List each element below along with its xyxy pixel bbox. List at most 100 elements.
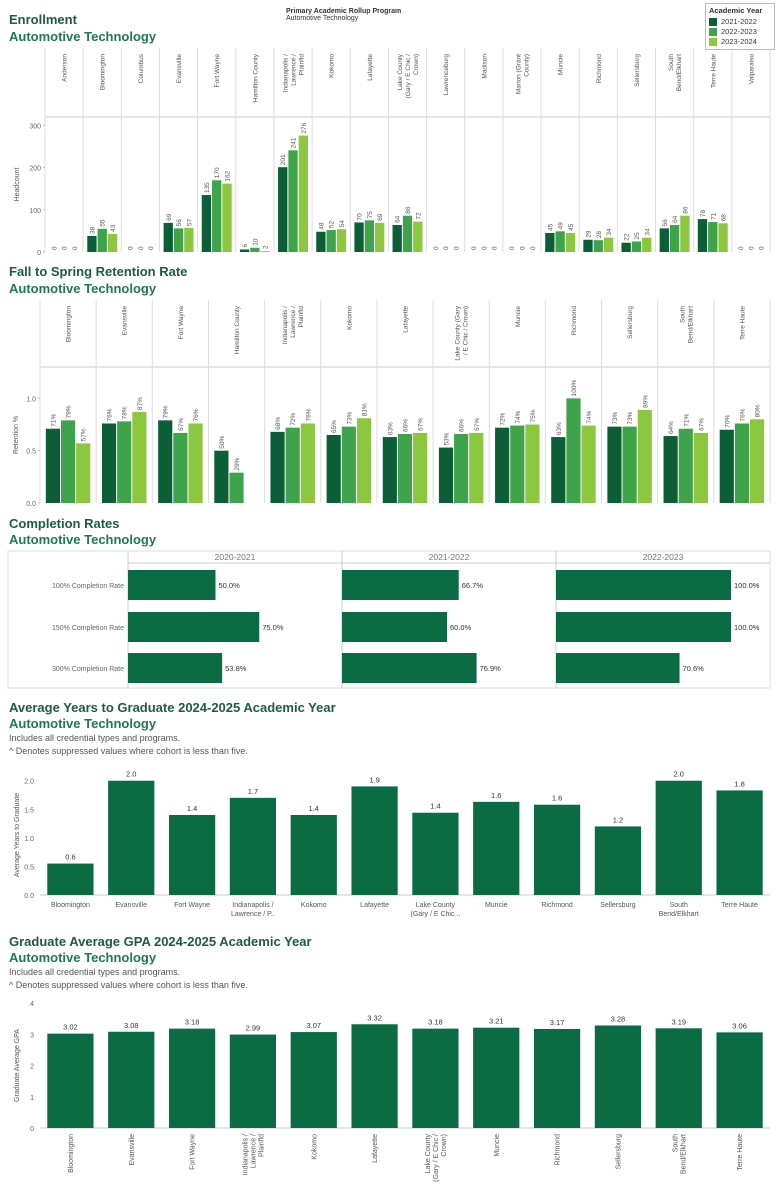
data-label: 3.02 <box>63 1023 78 1032</box>
bar <box>117 421 132 503</box>
category-header: Plainfld <box>298 306 305 328</box>
bar <box>260 251 270 252</box>
data-label: 87% <box>137 397 144 410</box>
bar <box>556 612 731 642</box>
bar <box>659 228 669 252</box>
y-tick-label: 300 <box>29 123 41 130</box>
data-label: 1.6 <box>552 794 562 803</box>
bar <box>229 797 277 895</box>
data-label: 50% <box>219 435 226 448</box>
graduate-gpa-chart: 0 1 2 3 4 Graduate Average GPA 3.02 Bloomington… <box>14 1001 770 1182</box>
bar <box>184 227 194 252</box>
category-label: Kokomo <box>301 902 327 909</box>
legend-item[interactable]: 2022-2023 <box>709 27 771 36</box>
data-label: 100% <box>571 380 578 397</box>
data-label: 86 <box>405 206 412 214</box>
bar <box>326 435 341 503</box>
bar <box>173 432 188 503</box>
row-label: 300% Completion Rate <box>52 666 124 673</box>
category-header: Hamilton County <box>234 305 241 354</box>
data-label: 55 <box>100 219 107 227</box>
bar <box>708 222 718 252</box>
category-label: Richmond <box>541 902 573 909</box>
data-label: 3.28 <box>611 1015 626 1024</box>
category-header: Muncie <box>558 54 565 75</box>
data-label: 71% <box>683 413 690 426</box>
data-label: 1.9 <box>369 775 379 784</box>
bar <box>300 423 315 503</box>
bar <box>60 420 76 503</box>
data-label: 71% <box>50 413 57 426</box>
data-label: 74% <box>515 410 522 423</box>
data-label: 2.0 <box>674 770 684 779</box>
bar <box>607 426 622 503</box>
category-header: Kokomo <box>346 306 353 330</box>
bar <box>364 220 374 252</box>
category-header: Lafayette <box>367 54 374 81</box>
bar <box>270 431 285 503</box>
y-axis-label: Retention % <box>13 416 20 454</box>
data-label: 0 <box>433 246 440 250</box>
data-label: 73% <box>612 411 619 424</box>
category-header: Bloomington <box>66 306 73 343</box>
data-label: 68 <box>721 214 728 222</box>
bar <box>97 228 107 252</box>
bar <box>316 231 326 252</box>
category-label: Indianapolis / <box>232 902 273 909</box>
category-label: Fort Wayne <box>190 1134 197 1170</box>
legend-item[interactable]: 2021-2022 <box>709 17 771 26</box>
data-label: 34 <box>606 228 613 236</box>
data-label: 170 <box>214 167 221 178</box>
category-label: Crown) <box>441 1134 448 1157</box>
data-label: 67% <box>178 418 185 431</box>
data-label: 1.2 <box>613 815 623 824</box>
category-label: Muncie <box>485 902 508 909</box>
bar <box>593 240 603 252</box>
category-header: Hamilton County <box>252 53 259 102</box>
bar <box>76 443 91 503</box>
data-label: 3.21 <box>489 1017 504 1026</box>
data-label: 3.06 <box>732 1021 747 1030</box>
bar <box>336 229 347 252</box>
y-tick-label: 2.0 <box>24 779 34 786</box>
bar <box>583 239 593 252</box>
bar <box>655 1028 702 1128</box>
bar <box>128 612 260 642</box>
category-label: Bend/Elkhart <box>680 1134 687 1174</box>
completion-chart: 100% Completion Rate 150% Completion Rate… <box>7 550 771 689</box>
data-label: 0 <box>51 246 58 250</box>
data-label: 86 <box>682 206 689 214</box>
bar <box>101 423 117 503</box>
legend-label: 2021-2022 <box>721 17 757 26</box>
data-label: 1.7 <box>248 787 258 796</box>
category-label: Terre Haute <box>737 1134 744 1171</box>
y-tick-label: 0 <box>37 250 41 257</box>
panel-title: 2021-2022 <box>429 552 470 562</box>
bar <box>239 249 250 252</box>
category-header: Fort Wayne <box>214 54 221 88</box>
rollup-filter[interactable]: Primary Academic Rollup Program Automoti… <box>286 8 401 22</box>
legend-item[interactable]: 2023-2024 <box>709 37 771 46</box>
category-label: Muncie <box>494 1134 501 1157</box>
y-axis-label: Average Years to Graduate <box>14 793 21 877</box>
category-header: Anderson <box>62 54 69 82</box>
category-label: Lafayette <box>360 902 389 909</box>
category-label: Sellersburg <box>615 1134 622 1170</box>
data-label: 0 <box>492 246 499 250</box>
category-label: Lawrence / P.. <box>231 911 275 918</box>
category-label: Evansville <box>115 902 147 909</box>
y-axis-label: Headcount <box>14 168 21 202</box>
data-label: 162 <box>225 170 232 181</box>
years-title: Average Years to Graduate 2024-2025 Acad… <box>9 700 336 715</box>
data-label: 65% <box>331 420 338 433</box>
bar <box>637 409 652 503</box>
gpa-title: Graduate Average GPA 2024-2025 Academic … <box>9 934 312 949</box>
bar <box>342 612 447 642</box>
bar <box>454 433 469 503</box>
legend-swatch <box>709 17 717 26</box>
bar <box>87 235 97 252</box>
category-header: Terre Haute <box>739 306 746 340</box>
data-label: 0 <box>509 246 516 250</box>
data-label: 28 <box>596 231 603 239</box>
